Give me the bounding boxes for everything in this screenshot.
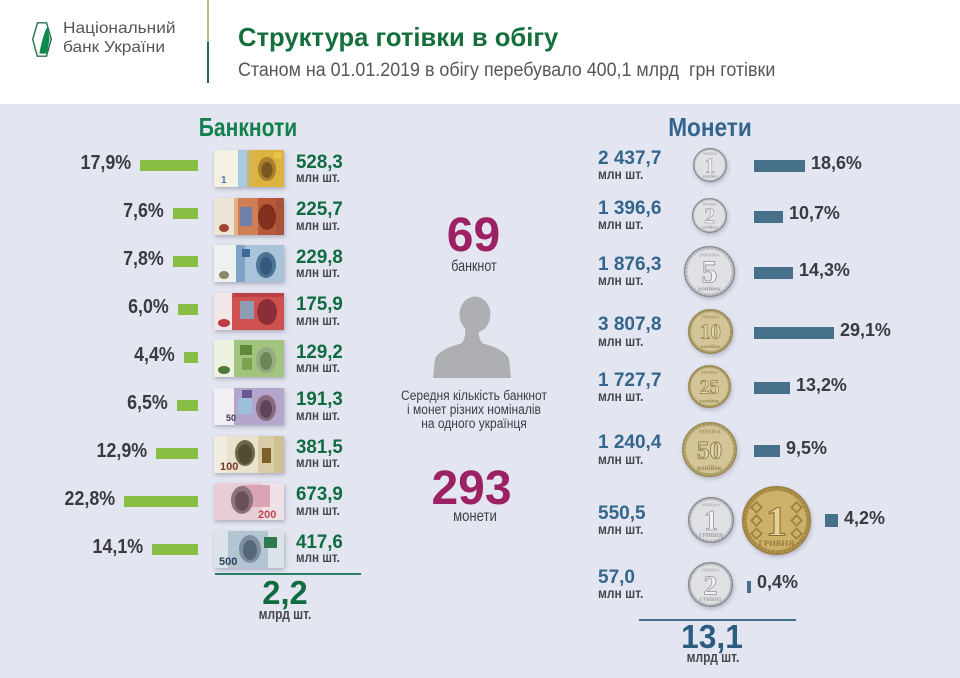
svg-text:УКРАЇНА: УКРАЇНА [702, 503, 721, 508]
svg-text:УКРАЇНА: УКРАЇНА [701, 370, 718, 375]
svg-text:УКРАЇНА: УКРАЇНА [698, 429, 720, 436]
svg-text:1: 1 [704, 506, 718, 537]
svg-text:копійок: копійок [700, 343, 721, 350]
svg-text:ГРИВНЯ: ГРИВНЯ [699, 533, 724, 539]
svg-text:ГРИВНЯ: ГРИВНЯ [758, 538, 795, 548]
svg-text:копійок: копійок [698, 285, 721, 292]
svg-text:200: 200 [258, 509, 276, 520]
svg-text:1: 1 [766, 498, 787, 545]
svg-text:копійок: копійок [697, 465, 722, 472]
svg-text:10: 10 [700, 322, 721, 344]
svg-text:УКРАЇНА: УКРАЇНА [701, 567, 719, 572]
svg-text:УКРАЇНА: УКРАЇНА [701, 314, 719, 319]
svg-text:УКРАЇНА: УКРАЇНА [699, 252, 720, 259]
svg-text:копійок: копійок [700, 397, 720, 404]
svg-text:500: 500 [219, 556, 237, 568]
svg-text:2: 2 [704, 570, 718, 601]
svg-text:100: 100 [220, 461, 238, 473]
svg-text:УКРАЇНА: УКРАЇНА [702, 202, 717, 206]
svg-text:1: 1 [705, 153, 716, 177]
svg-text:50: 50 [226, 413, 236, 423]
svg-text:копійка: копійка [702, 174, 718, 179]
svg-text:50: 50 [697, 436, 722, 464]
svg-text:1: 1 [221, 175, 227, 186]
svg-text:УКРАЇНА: УКРАЇНА [703, 152, 717, 156]
svg-text:5: 5 [702, 255, 718, 290]
svg-text:25: 25 [700, 376, 720, 398]
svg-text:ГРИВНІ: ГРИВНІ [700, 597, 722, 603]
svg-text:2: 2 [704, 204, 715, 228]
svg-text:копійки: копійки [702, 224, 718, 229]
